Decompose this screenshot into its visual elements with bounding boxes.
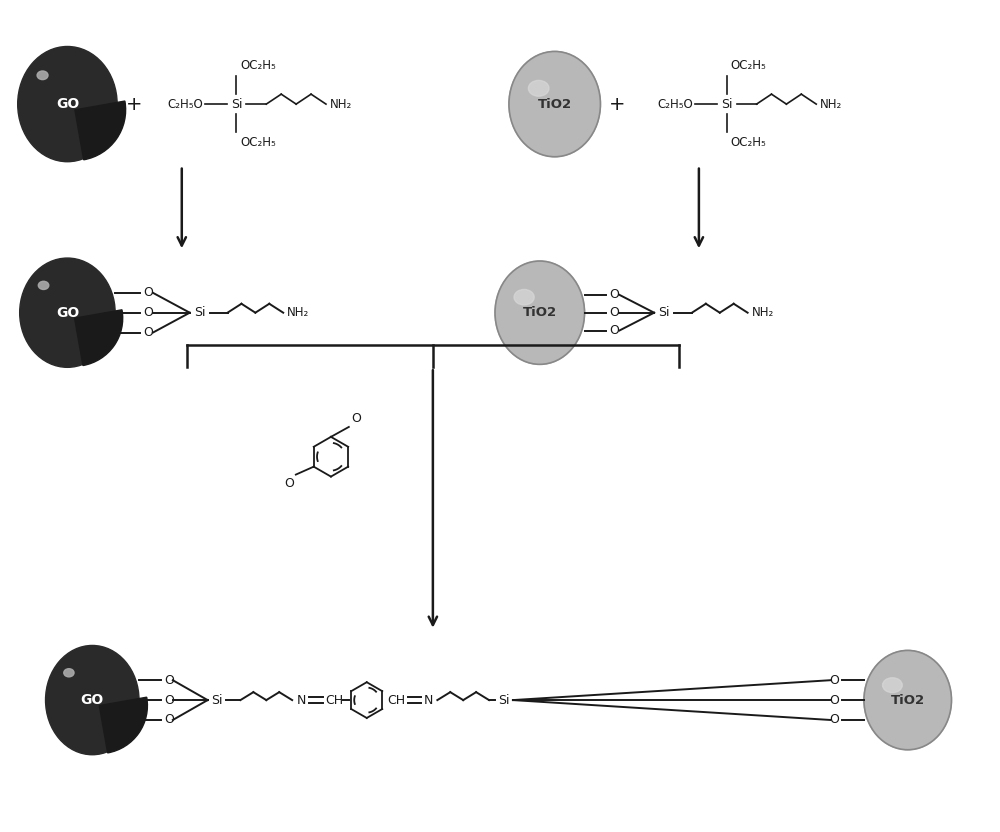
Text: O: O xyxy=(143,286,153,300)
Ellipse shape xyxy=(864,651,951,750)
Wedge shape xyxy=(75,310,123,365)
Ellipse shape xyxy=(64,669,74,677)
Ellipse shape xyxy=(495,261,585,364)
Text: NH₂: NH₂ xyxy=(820,97,842,111)
Text: GO: GO xyxy=(56,305,79,319)
Text: NH₂: NH₂ xyxy=(330,97,352,111)
Text: GO: GO xyxy=(81,693,104,707)
Text: Si: Si xyxy=(498,694,510,706)
Text: C₂H₅O: C₂H₅O xyxy=(657,97,693,111)
Text: OC₂H₅: OC₂H₅ xyxy=(731,136,766,149)
Text: O: O xyxy=(164,714,174,726)
Text: GO: GO xyxy=(56,97,79,111)
Text: TiO2: TiO2 xyxy=(523,306,557,319)
Text: O: O xyxy=(284,477,294,489)
Ellipse shape xyxy=(509,52,600,156)
Wedge shape xyxy=(75,101,126,160)
Text: Si: Si xyxy=(194,306,205,319)
Text: TiO2: TiO2 xyxy=(538,97,572,111)
Text: O: O xyxy=(609,289,619,301)
Text: NH₂: NH₂ xyxy=(287,306,309,319)
Text: Si: Si xyxy=(658,306,670,319)
Ellipse shape xyxy=(528,81,549,97)
Text: OC₂H₅: OC₂H₅ xyxy=(731,59,766,72)
Ellipse shape xyxy=(18,47,117,161)
Text: Si: Si xyxy=(721,97,732,111)
Ellipse shape xyxy=(38,281,49,290)
Text: OC₂H₅: OC₂H₅ xyxy=(240,136,276,149)
Text: CH: CH xyxy=(325,694,343,706)
Text: O: O xyxy=(164,694,174,706)
Text: +: + xyxy=(609,95,626,114)
Text: Si: Si xyxy=(211,694,222,706)
Text: +: + xyxy=(126,95,142,114)
Text: O: O xyxy=(143,326,153,339)
Text: O: O xyxy=(829,714,839,726)
Text: O: O xyxy=(829,674,839,686)
Text: O: O xyxy=(609,306,619,319)
Text: CH: CH xyxy=(388,694,406,706)
Text: O: O xyxy=(164,674,174,686)
Text: NH₂: NH₂ xyxy=(752,306,774,319)
Text: O: O xyxy=(829,694,839,706)
Ellipse shape xyxy=(20,258,115,367)
Text: O: O xyxy=(143,306,153,319)
Text: O: O xyxy=(351,412,361,425)
Text: Si: Si xyxy=(231,97,242,111)
Wedge shape xyxy=(99,697,147,753)
Text: O: O xyxy=(609,324,619,337)
Ellipse shape xyxy=(46,646,139,755)
Text: TiO2: TiO2 xyxy=(891,694,925,706)
Text: N: N xyxy=(423,694,433,706)
Text: C₂H₅O: C₂H₅O xyxy=(167,97,203,111)
Text: N: N xyxy=(297,694,307,706)
Ellipse shape xyxy=(514,290,534,305)
Ellipse shape xyxy=(37,71,48,80)
Text: OC₂H₅: OC₂H₅ xyxy=(240,59,276,72)
Ellipse shape xyxy=(883,678,902,693)
